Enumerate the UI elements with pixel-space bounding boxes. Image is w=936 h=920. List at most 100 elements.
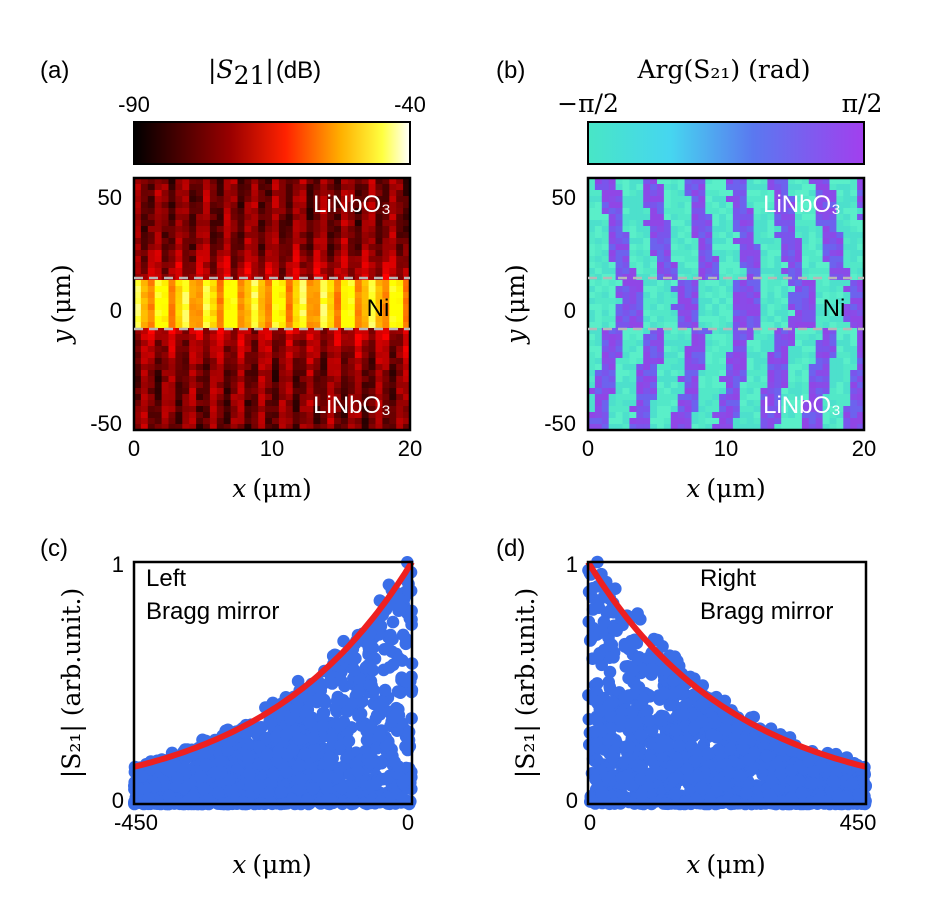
- heatmap-b-cell: [705, 394, 713, 401]
- heatmap-b-cell: [732, 178, 741, 185]
- heatmap-b-cell: [801, 364, 810, 371]
- heatmap-b-cell: [822, 328, 831, 335]
- heatmap-b-cell: [795, 226, 803, 233]
- heatmap-a-cell: [313, 178, 321, 185]
- heatmap-b-cell: [615, 196, 624, 203]
- heatmap-a-cell: [361, 292, 370, 299]
- heatmap-b-cell: [615, 232, 624, 239]
- heatmap-a-cell: [209, 424, 218, 431]
- heatmap-b-cell: [629, 190, 637, 197]
- heatmap-b-cell: [739, 322, 748, 329]
- heatmap-a-cell: [327, 370, 335, 377]
- heatmap-b-cell: [753, 352, 762, 359]
- heatmap-a-cell: [196, 316, 204, 323]
- heatmap-b-cell: [705, 388, 713, 395]
- heatmap-a-cell: [223, 256, 232, 263]
- heatmap-b-cell: [739, 208, 748, 215]
- heatmap-a-cell: [182, 196, 190, 203]
- heatmap-b-cell: [622, 220, 630, 227]
- heatmap-b-cell: [815, 262, 824, 269]
- heatmap-b-cell: [712, 316, 720, 323]
- heatmap-b-cell: [726, 352, 734, 359]
- heatmap-b-cell: [726, 328, 734, 335]
- heatmap-b-cell: [788, 352, 796, 359]
- heatmap-a-cell: [223, 388, 232, 395]
- heatmap-b-cell: [739, 400, 748, 407]
- heatmap-b-cell: [739, 418, 748, 425]
- heatmap-b-cell: [746, 334, 755, 341]
- heatmap-b-cell: [636, 382, 644, 389]
- heatmap-b-cell: [808, 346, 817, 353]
- heatmap-a-cell: [299, 214, 308, 221]
- heatmap-a-cell: [230, 352, 239, 359]
- heatmap-b-cell: [636, 244, 644, 251]
- heatmap-a-cell: [354, 322, 363, 329]
- heatmap-a-cell: [313, 358, 321, 365]
- heatmap-b-cell: [795, 304, 803, 311]
- heatmap-b-cell: [808, 184, 817, 191]
- heatmap-b-cell: [857, 364, 865, 371]
- heatmap-a-cell: [251, 178, 259, 185]
- heatmap-a-cell: [258, 208, 266, 215]
- heatmap-b-cell: [670, 406, 679, 413]
- heatmap-b-cell: [643, 370, 651, 377]
- heatmap-b-cell: [760, 304, 768, 311]
- heatmap-a-cell: [354, 256, 363, 263]
- heatmap-b-cell: [857, 340, 865, 347]
- heatmap-b-cell: [643, 232, 651, 239]
- heatmap-b-cell: [781, 322, 789, 329]
- heatmap-a-cell: [203, 382, 211, 389]
- heatmap-a-cell: [396, 292, 404, 299]
- heatmap-b-cell: [712, 394, 720, 401]
- heatmap-b-cell: [691, 316, 699, 323]
- heatmap-b-cell: [732, 340, 741, 347]
- heatmap-a-cell: [209, 310, 218, 317]
- heatmap-a-cell: [403, 334, 411, 341]
- heatmap-b-cell: [774, 418, 782, 425]
- heatmap-b-cell: [622, 196, 630, 203]
- heatmap-a-cell: [230, 424, 239, 431]
- data-point: [351, 764, 365, 778]
- heatmap-b-cell: [746, 316, 755, 323]
- heatmap-a-cell: [134, 370, 142, 377]
- heatmap-a-cell: [320, 376, 328, 383]
- heatmap-b-cell: [677, 244, 686, 251]
- heatmap-b-cell: [746, 184, 755, 191]
- heatmap-a-cell: [134, 394, 142, 401]
- data-point: [335, 782, 349, 795]
- heatmap-b-cell: [622, 352, 630, 359]
- heatmap-a-cell: [396, 280, 404, 287]
- heatmap-b-cell: [843, 406, 851, 413]
- heatmap-a-cell: [341, 250, 349, 257]
- heatmap-a-cell: [278, 322, 287, 329]
- heatmap-a-cell: [237, 394, 245, 401]
- heatmap-b-cell: [588, 214, 596, 221]
- heatmap-b-cell: [588, 286, 596, 293]
- heatmap-a-cell: [209, 316, 218, 323]
- heatmap-b-cell: [760, 178, 768, 185]
- heatmap-a-cell: [327, 364, 335, 371]
- heatmap-b-cell: [684, 220, 693, 227]
- heatmap-a-cell: [161, 256, 170, 263]
- heatmap-b-cell: [601, 370, 610, 377]
- heatmap-a-cell: [140, 286, 149, 293]
- heatmap-b-cell: [643, 388, 651, 395]
- xtick-b-10: 10: [714, 436, 738, 461]
- heatmap-a-cell: [175, 400, 183, 407]
- heatmap-a-cell: [265, 250, 273, 257]
- heatmap-a-cell: [299, 322, 308, 329]
- heatmap-b-cell: [663, 184, 672, 191]
- heatmap-a-cell: [368, 202, 377, 209]
- heatmap-a-cell: [320, 340, 328, 347]
- heatmap-b-cell: [594, 418, 603, 425]
- heatmap-b-cell: [719, 292, 727, 299]
- heatmap-a-cell: [154, 298, 163, 305]
- heatmap-a-cell: [285, 358, 294, 365]
- heatmap-a-cell: [161, 334, 170, 341]
- data-point: [162, 789, 176, 803]
- heatmap-a-cell: [244, 256, 252, 263]
- heatmap-b-cell: [843, 418, 851, 425]
- heatmap-a-cell: [244, 328, 252, 335]
- heatmap-a-cell: [147, 214, 156, 221]
- heatmap-b-cell: [698, 274, 706, 281]
